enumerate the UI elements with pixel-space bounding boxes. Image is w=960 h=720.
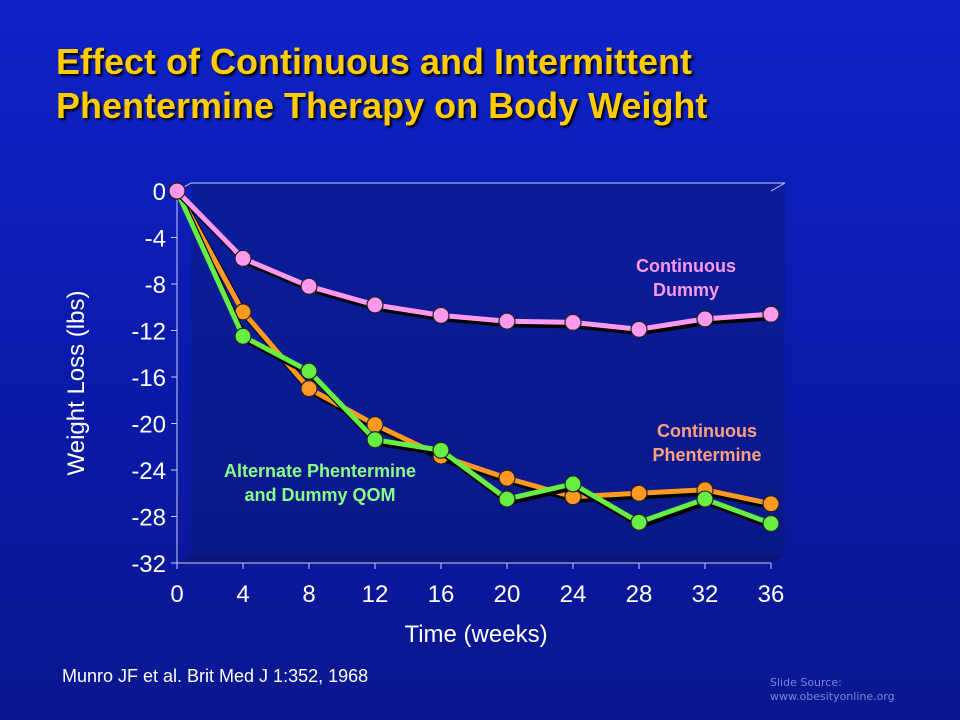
series-labels: Continuous Dummy Continuous Phentermine Alte… <box>224 256 762 505</box>
y-tick-label: -20 <box>131 412 166 439</box>
data-point <box>366 296 384 314</box>
data-point <box>234 327 252 345</box>
data-point <box>762 495 780 513</box>
series-label: Continuous Dummy <box>636 256 736 300</box>
source-label: Slide Source: <box>770 676 842 689</box>
top-right-depth-line <box>770 182 786 192</box>
data-point <box>498 312 516 330</box>
y-tick-label: -28 <box>131 505 166 532</box>
x-axis-label: Time (weeks) <box>404 621 547 648</box>
plot-back-panel <box>191 183 785 555</box>
y-tick-label: -16 <box>131 365 166 392</box>
tick-labels: 0-4-8-12-16-20-24-28-320 4 8 12 16 20 24 28 32 36 <box>131 179 784 608</box>
slide-source: Slide Source: www.obesityonline.org <box>770 676 895 704</box>
data-point <box>564 313 582 331</box>
x-tick-label: 20 <box>494 581 521 608</box>
series-continuous-dummy <box>168 182 780 338</box>
title-line-1: Effect of Continuous and Intermittent <box>56 41 692 82</box>
y-tick-label: -32 <box>131 551 166 578</box>
data-point <box>366 431 384 449</box>
series-line <box>174 189 772 526</box>
data-point <box>762 305 780 323</box>
series-label-line: Continuous <box>636 256 736 276</box>
series-line <box>175 189 772 332</box>
data-point <box>300 362 318 380</box>
title-line-2: Phentermine Therapy on Body Weight <box>56 85 708 126</box>
y-tick-label: 0 <box>153 179 166 206</box>
series-label: Alternate Phentermine and Dummy QOM <box>224 461 416 505</box>
data-point <box>432 306 450 324</box>
y-tick-label: -24 <box>131 458 166 485</box>
source-url: www.obesityonline.org <box>770 690 895 703</box>
citation: Munro JF et al. Brit Med J 1:352, 1968 <box>62 666 369 686</box>
data-point <box>498 490 516 508</box>
data-point <box>300 277 318 295</box>
plot-floor <box>177 555 785 563</box>
series-label-line: Continuous <box>657 421 757 441</box>
data-point <box>366 416 384 434</box>
series-label-line: Dummy <box>653 280 719 300</box>
data-point <box>762 514 780 533</box>
slide-title: Effect of Continuous and Intermittent Ph… <box>56 40 916 128</box>
data-point <box>564 475 582 493</box>
series-label: Continuous Phentermine <box>652 421 761 465</box>
x-tick-label: 36 <box>758 581 785 608</box>
data-point <box>168 182 186 200</box>
data-point <box>234 249 252 268</box>
series-label-line: Phentermine <box>652 445 761 465</box>
x-tick-label: 8 <box>302 581 315 608</box>
x-tick-label: 0 <box>170 581 183 608</box>
data-point <box>300 380 318 398</box>
data-point <box>630 484 648 502</box>
series-line <box>174 189 772 507</box>
data-point <box>630 320 648 338</box>
data-point <box>432 441 450 459</box>
data-point <box>498 469 516 487</box>
x-tick-label: 32 <box>692 581 719 608</box>
x-tick-label: 12 <box>362 581 389 608</box>
series-label-line: and Dummy QOM <box>244 485 395 505</box>
x-tick-label: 16 <box>428 581 455 608</box>
data-point <box>630 513 648 531</box>
x-tick-label: 28 <box>626 581 653 608</box>
plot-area <box>177 183 785 563</box>
axes <box>171 182 786 569</box>
y-tick-label: -4 <box>145 226 166 253</box>
series-alternate-phentermine-and-dummy-qom <box>168 182 780 533</box>
y-tick-label: -12 <box>131 319 166 346</box>
series-layer <box>168 182 780 533</box>
data-point <box>696 310 714 328</box>
data-point <box>696 490 714 508</box>
series-label-line: Alternate Phentermine <box>224 461 416 481</box>
y-tick-label: -8 <box>145 272 166 299</box>
y-axis-label: Weight Loss (lbs) <box>63 291 90 476</box>
x-tick-label: 4 <box>236 581 249 608</box>
x-tick-label: 24 <box>560 581 587 608</box>
